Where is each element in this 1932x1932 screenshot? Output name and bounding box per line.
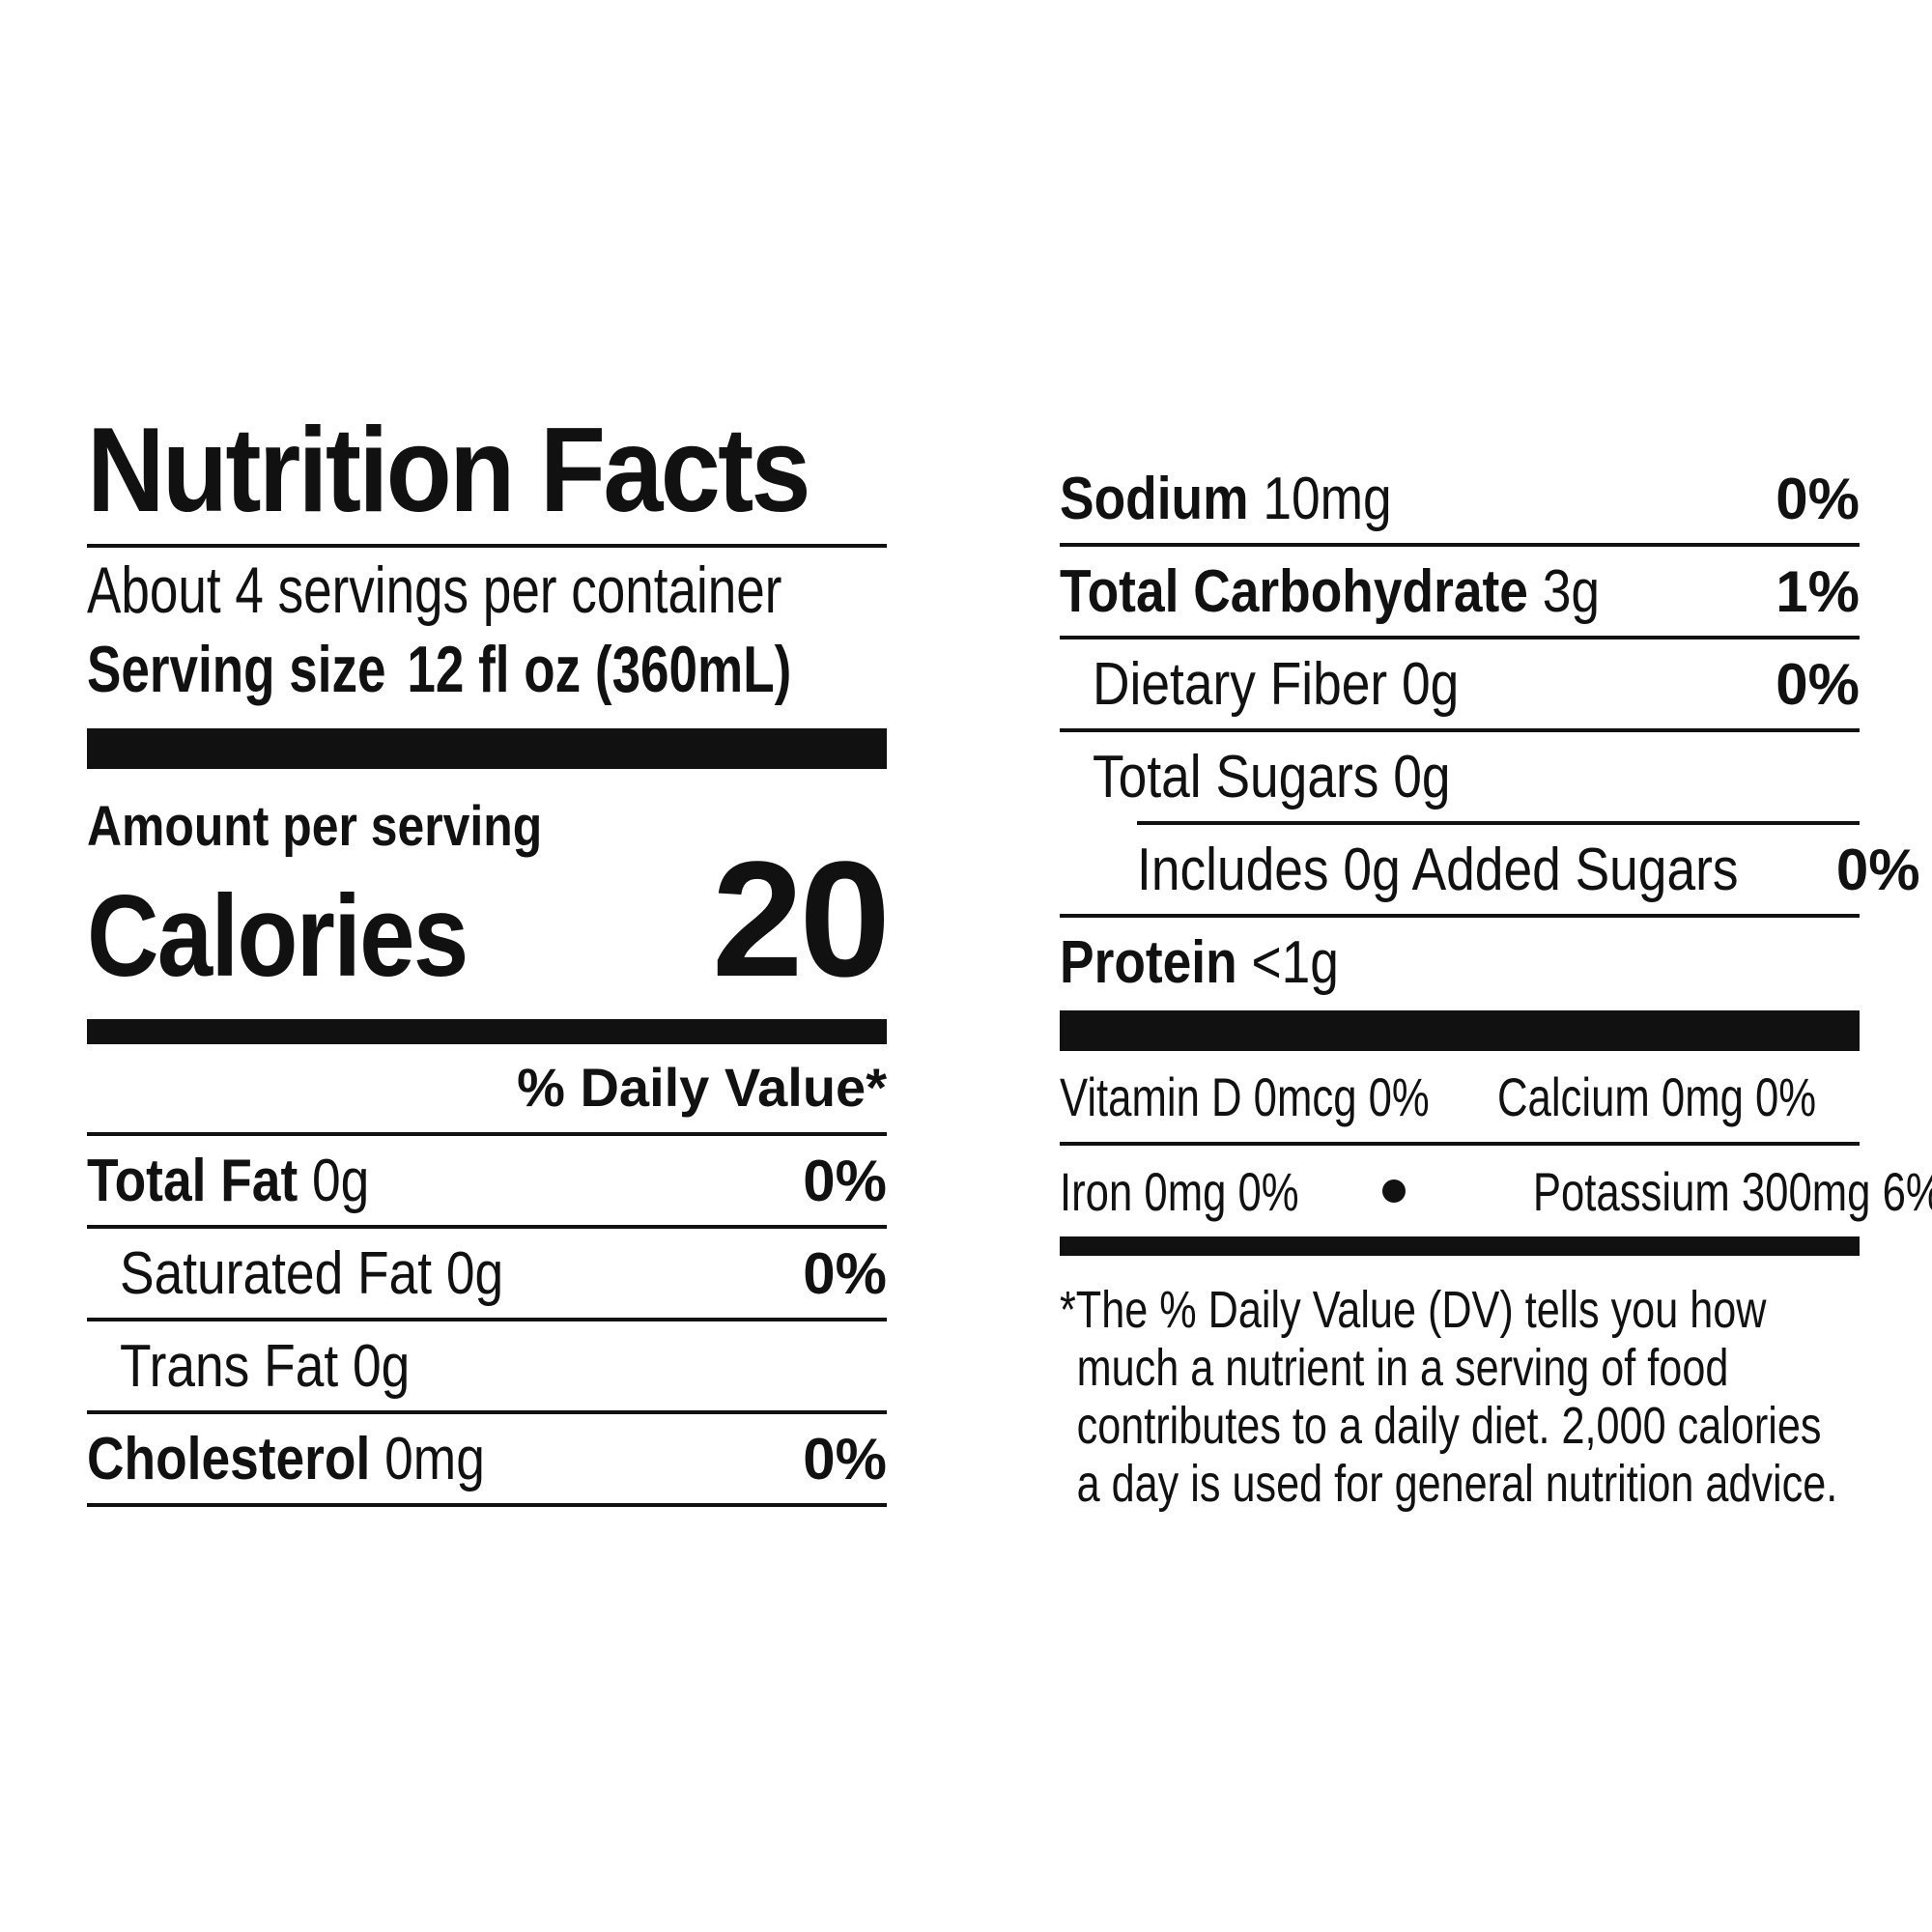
nutrient-row-total-sugars: Total Sugars 0g xyxy=(1060,732,1860,821)
medium-divider xyxy=(1060,1236,1860,1256)
nutrient-name: Total Fat xyxy=(87,1147,298,1214)
iron: Iron 0mg 0% xyxy=(1060,1160,1299,1222)
nutrient-amount: 10mg xyxy=(1263,465,1392,532)
nutrient-amount: 0g xyxy=(353,1332,411,1400)
footnote-line: much a nutrient in a serving of food xyxy=(1076,1339,1729,1397)
divider xyxy=(87,1132,887,1137)
calories-value: 20 xyxy=(711,828,891,1012)
nutrient-row-total-carbohydrate: Total Carbohydrate 3g 1% xyxy=(1060,547,1860,636)
thick-divider xyxy=(87,728,887,770)
nutrient-name: Saturated Fat xyxy=(120,1239,433,1307)
nutrient-amount: 0g xyxy=(1402,650,1460,718)
daily-value-footnote: *The % Daily Value (DV) tells you how mu… xyxy=(1060,1281,1838,1513)
thick-divider xyxy=(1060,1010,1860,1051)
nutrient-name: Total Sugars xyxy=(1093,743,1379,810)
nutrient-row-saturated-fat: Saturated Fat 0g 0% xyxy=(87,1229,887,1318)
nutrient-name: Cholesterol xyxy=(87,1425,371,1492)
vitamin-d: Vitamin D 0mcg 0% xyxy=(1060,1065,1430,1127)
divider xyxy=(87,544,887,548)
divider xyxy=(87,1503,887,1508)
nutrient-dv: 0% xyxy=(1776,651,1860,717)
divider xyxy=(87,1225,887,1230)
bullet-icon xyxy=(1381,1179,1406,1203)
medium-divider xyxy=(87,1019,887,1045)
divider xyxy=(87,1410,887,1415)
nutrient-amount: 3g xyxy=(1542,557,1601,625)
divider xyxy=(1060,1142,1860,1146)
footnote-line: a day is used for general nutrition advi… xyxy=(1076,1455,1838,1513)
serving-size-value: 12 fl oz (360mL) xyxy=(407,633,792,706)
calories-label: Calories xyxy=(87,871,469,1002)
serving-size: Serving size 12 fl oz (360mL) xyxy=(87,632,791,707)
nutrient-name: Protein xyxy=(1060,928,1237,996)
nutrient-row-protein: Protein <1g xyxy=(1060,918,1860,1007)
nutrient-dv: 0% xyxy=(1835,837,1920,902)
nutrient-name: Sodium xyxy=(1060,465,1249,532)
nutrient-row-trans-fat: Trans Fat 0g xyxy=(87,1321,887,1410)
footnote-line: contributes to a daily diet. 2,000 calor… xyxy=(1076,1397,1822,1455)
divider xyxy=(87,1318,887,1322)
nutrient-name: Total Carbohydrate xyxy=(1060,557,1528,625)
divider xyxy=(1060,543,1860,547)
divider xyxy=(1060,914,1860,918)
footnote-line: *The % Daily Value (DV) tells you how xyxy=(1060,1281,1767,1339)
potassium: Potassium 300mg 6% xyxy=(1532,1160,1932,1222)
nutrient-dv: 0% xyxy=(803,1240,887,1306)
nutrient-name: Dietary Fiber xyxy=(1093,650,1388,718)
calories-row: Calories 20 xyxy=(87,838,891,1002)
nutrient-row-added-sugars: Includes 0g Added Sugars 0% xyxy=(1060,825,1920,914)
nutrient-row-sodium: Sodium 10mg 0% xyxy=(1060,454,1860,543)
serving-size-label: Serving size xyxy=(87,633,386,706)
vitamins-row-2: Iron 0mg 0% Potassium 300mg 6% xyxy=(1060,1146,1932,1236)
nutrient-amount: 0g xyxy=(445,1239,504,1307)
vitamins-row-1: Vitamin D 0mcg 0% Calcium 0mg 0% xyxy=(1060,1051,1860,1142)
calcium: Calcium 0mg 0% xyxy=(1496,1065,1816,1127)
nutrition-facts-right-panel: Sodium 10mg 0% Total Carbohydrate 3g 1% … xyxy=(1060,454,1932,1513)
nutrient-amount: 0g xyxy=(1393,743,1451,810)
nutrient-amount: <1g xyxy=(1251,928,1339,996)
daily-value-header: % Daily Value* xyxy=(517,1057,887,1119)
nutrient-name: Includes 0g Added Sugars xyxy=(1137,836,1739,903)
divider xyxy=(1060,728,1860,732)
nutrition-facts-left-panel: Nutrition Facts About 4 servings per con… xyxy=(87,404,891,1508)
nutrient-amount: 0g xyxy=(312,1147,370,1214)
nutrition-facts-title: Nutrition Facts xyxy=(87,404,811,537)
servings-per-container: About 4 servings per container xyxy=(87,554,782,627)
nutrient-name: Trans Fat xyxy=(120,1332,339,1400)
nutrient-dv: 0% xyxy=(803,1148,887,1213)
nutrient-dv: 0% xyxy=(803,1426,887,1492)
nutrient-row-dietary-fiber: Dietary Fiber 0g 0% xyxy=(1060,639,1860,728)
amount-per-serving-label: Amount per serving xyxy=(87,795,543,859)
divider xyxy=(1137,821,1860,825)
nutrient-row-total-fat: Total Fat 0g 0% xyxy=(87,1136,887,1225)
nutrient-dv: 1% xyxy=(1776,558,1860,624)
nutrient-dv: 0% xyxy=(1776,466,1860,531)
nutrient-row-cholesterol: Cholesterol 0mg 0% xyxy=(87,1414,887,1503)
divider xyxy=(1060,636,1860,639)
nutrient-amount: 0mg xyxy=(384,1425,485,1492)
